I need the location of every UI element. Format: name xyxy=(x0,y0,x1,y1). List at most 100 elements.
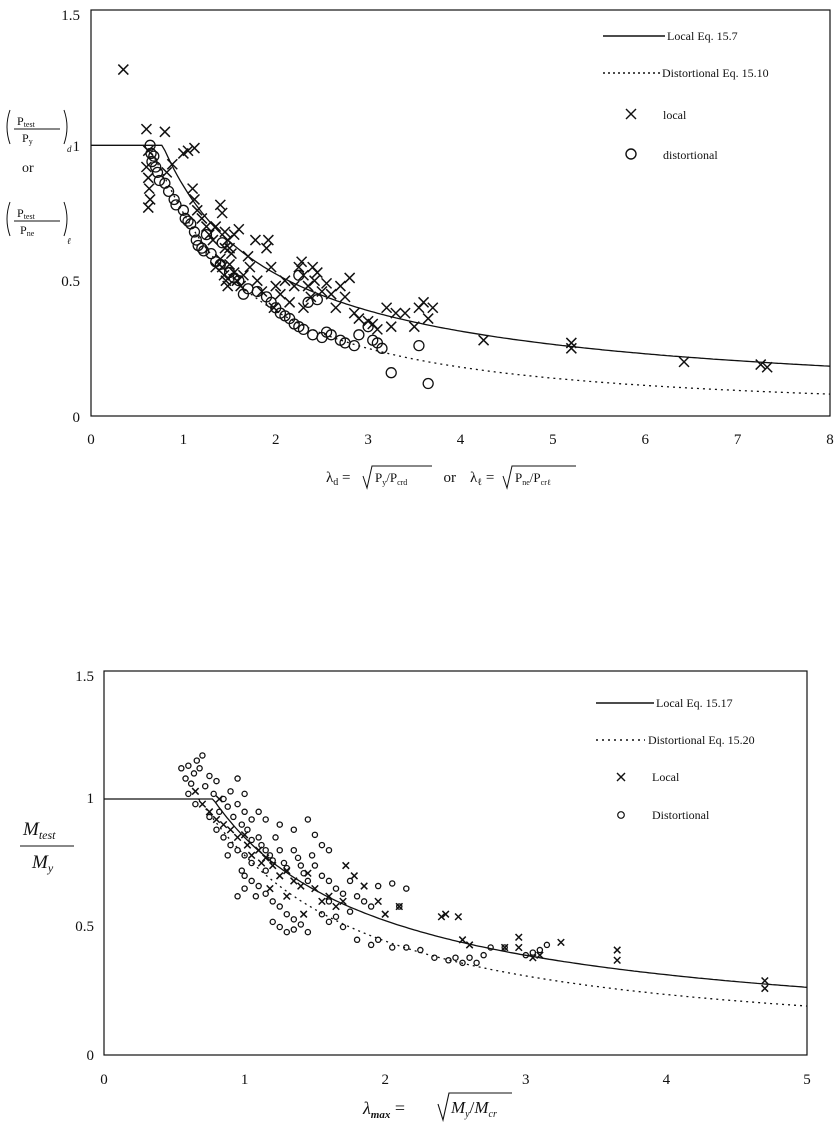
chart-2-y-tick-labels: 1.5 1 0.5 0 xyxy=(75,669,94,1064)
distortional-data-point xyxy=(227,841,234,849)
distortional-data-point xyxy=(311,293,323,306)
distortional-data-point xyxy=(396,903,403,910)
distortional-data-point xyxy=(403,944,410,951)
local-data-point xyxy=(330,302,342,314)
local-data-point xyxy=(344,272,356,284)
distortional-data-point xyxy=(311,831,319,839)
distortional-data-point xyxy=(206,772,213,780)
local-data-point xyxy=(385,321,397,333)
local-data-point xyxy=(437,912,446,921)
distortional-data-point xyxy=(346,908,354,915)
local-data-point xyxy=(514,933,523,942)
svg-text:λℓ =: λℓ = xyxy=(470,470,494,488)
distortional-data-point xyxy=(262,890,269,897)
distortional-data-point xyxy=(332,913,340,921)
distortional-data-point xyxy=(297,921,305,928)
local-data-point xyxy=(360,882,368,890)
legend-label: Distortional Eq. 15.20 xyxy=(648,733,755,747)
distortional-data-point xyxy=(360,898,368,905)
distortional-data-point xyxy=(230,813,237,821)
local-data-point xyxy=(166,158,178,170)
x-tick-label: 2 xyxy=(272,432,280,448)
distortional-data-point xyxy=(290,916,298,923)
local-data-point xyxy=(188,142,200,154)
chart-1-x-tick-labels: 0 1 2 3 4 5 6 7 8 xyxy=(87,432,834,448)
local-data-point xyxy=(216,207,228,219)
distortional-data-point xyxy=(480,951,487,959)
distortional-data-point xyxy=(318,910,326,918)
distortional-data-point xyxy=(144,139,156,151)
distortional-data-point xyxy=(473,959,480,967)
distortional-data-point xyxy=(290,926,298,933)
distortional-data-point xyxy=(192,800,199,808)
local-data-point xyxy=(142,202,154,214)
distortional-data-point xyxy=(367,903,375,910)
local-data-point xyxy=(279,275,291,287)
local-data-point xyxy=(290,877,298,885)
local-data-point xyxy=(188,193,200,205)
local-data-point xyxy=(140,161,152,173)
chart-1-x-axis-label: λd = Py/Pcrd or λℓ = Pne/Pcrℓ xyxy=(326,465,576,490)
local-data-point xyxy=(350,872,359,880)
chart-1-plot-frame xyxy=(90,9,831,417)
local-data-point xyxy=(399,307,411,319)
distortional-data-point xyxy=(417,946,424,954)
distortional-data-point xyxy=(501,944,508,951)
distortional-data-point xyxy=(234,775,241,782)
distortional-data-point xyxy=(252,893,260,900)
distortional-data-point xyxy=(241,808,248,816)
local-data-point xyxy=(321,277,333,289)
distortional-data-point xyxy=(325,898,333,905)
local-data-point xyxy=(187,183,199,195)
distortional-data-point xyxy=(227,788,234,795)
distortional-data-point xyxy=(198,245,210,257)
distortional-data-point xyxy=(255,834,262,841)
local-data-point xyxy=(265,261,277,273)
legend-label: Local Eq. 15.7 xyxy=(667,29,738,43)
svg-text:or: or xyxy=(436,470,464,486)
distortional-data-point xyxy=(353,936,361,944)
svg-text:d: d xyxy=(67,144,72,154)
distortional-data-point xyxy=(269,918,276,926)
distortional-data-point xyxy=(308,852,316,859)
distortional-data-point xyxy=(185,790,192,798)
x-tick-label: 1 xyxy=(180,432,188,448)
x-tick-label: 3 xyxy=(522,1072,530,1088)
distortional-data-point xyxy=(325,877,333,885)
distortional-data-point xyxy=(224,852,231,859)
local-data-point xyxy=(427,302,439,314)
local-data-point xyxy=(274,288,286,300)
distortional-data-point xyxy=(188,226,201,238)
distortional-data-point xyxy=(529,949,537,956)
local-data-point xyxy=(249,234,261,246)
legend-label: Local xyxy=(652,770,680,784)
distortional-data-point xyxy=(237,288,250,300)
distortional-data-point xyxy=(210,790,217,798)
x-tick-label: 1 xyxy=(241,1072,249,1088)
local-data-point xyxy=(342,861,350,870)
chart-2-legend: Local Eq. 15.17 Distortional Eq. 15.20 L… xyxy=(596,696,755,822)
local-data-point xyxy=(196,212,208,224)
distortional-data-point xyxy=(262,846,269,854)
x-tick-label: 7 xyxy=(734,432,742,448)
svg-text:Mtest: Mtest xyxy=(22,819,56,842)
local-data-point xyxy=(565,337,577,349)
distortional-data-point xyxy=(325,329,337,341)
local-data-point xyxy=(458,936,467,944)
distortional-data-point xyxy=(374,936,382,944)
local-data-point xyxy=(613,956,621,965)
distortional-data-point xyxy=(255,882,262,890)
legend-x-marker xyxy=(616,772,626,782)
svg-text:λd =: λd = xyxy=(326,470,351,488)
svg-text:My/Mcr: My/Mcr xyxy=(450,1098,497,1120)
distortional-data-point xyxy=(187,780,195,787)
distortional-data-point xyxy=(283,928,291,936)
local-data-point xyxy=(219,242,231,254)
local-data-point xyxy=(242,250,254,262)
distortional-data-point xyxy=(374,882,382,890)
local-data-point xyxy=(275,872,284,880)
local-data-point xyxy=(207,234,219,246)
local-data-point xyxy=(251,275,263,287)
local-data-point xyxy=(293,261,305,273)
distortional-data-point xyxy=(276,923,283,931)
